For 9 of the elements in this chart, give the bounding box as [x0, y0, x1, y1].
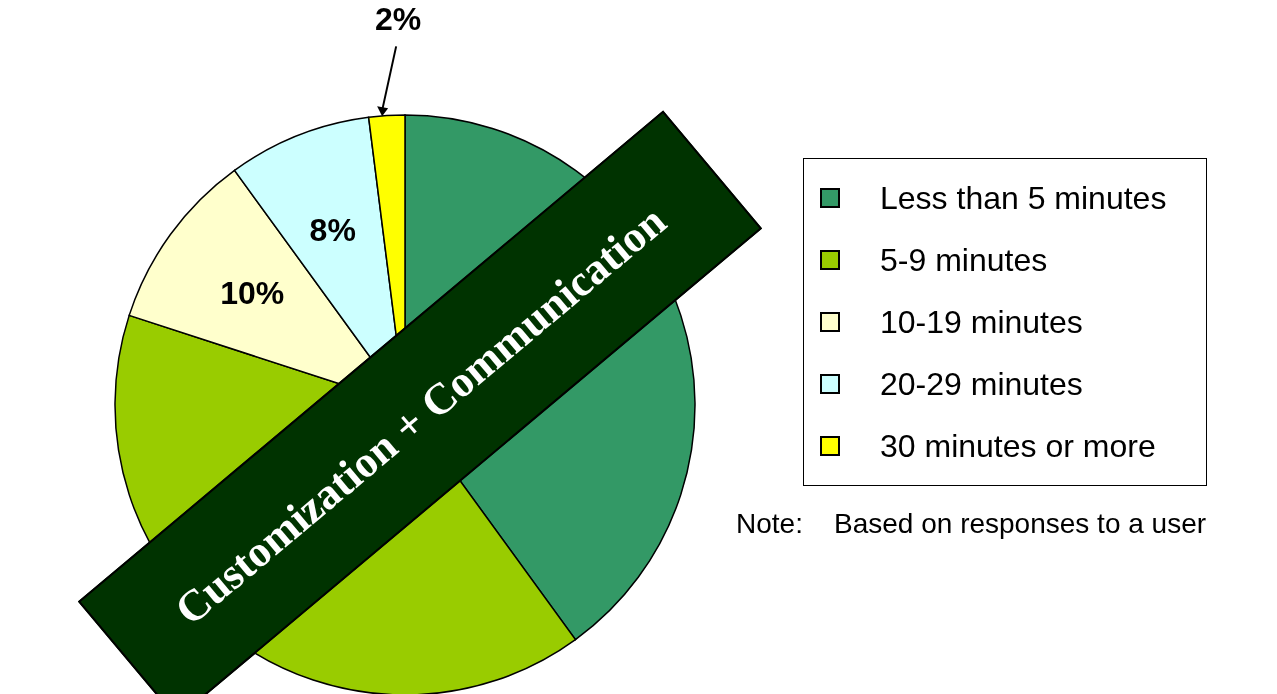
legend-label: Less than 5 minutes [880, 179, 1167, 217]
legend-label: 20-29 minutes [880, 365, 1083, 403]
legend-label: 5-9 minutes [880, 241, 1048, 279]
text: Note: Based on responses to a user [736, 508, 1207, 540]
data-label: 2% [375, 1, 422, 38]
data-label: 8% [309, 212, 356, 249]
data-label: 10% [220, 274, 285, 311]
legend-label: 10-19 minutes [880, 303, 1083, 341]
legend-label: 30 minutes or more [880, 427, 1156, 465]
